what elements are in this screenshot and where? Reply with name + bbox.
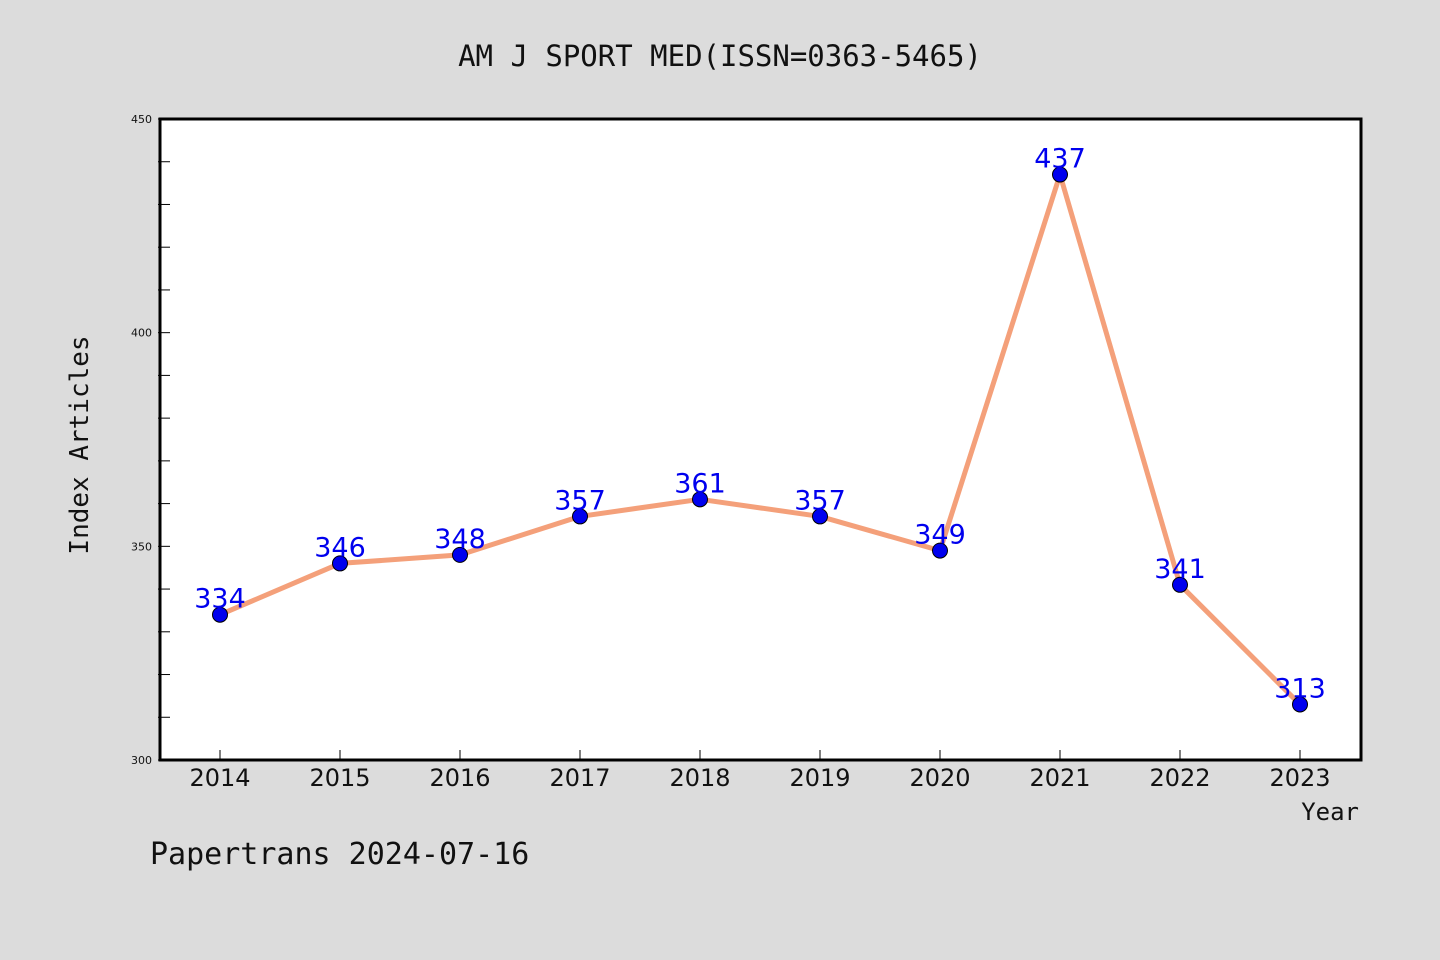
y-tick-label: 300 xyxy=(131,754,152,767)
x-tick-label: 2015 xyxy=(309,764,370,792)
data-point xyxy=(1172,576,1188,593)
data-point xyxy=(812,508,828,525)
x-axis-label: Year xyxy=(1301,798,1359,826)
x-tick-label: 2023 xyxy=(1269,764,1330,792)
data-label: 334 xyxy=(194,584,246,615)
data-point xyxy=(1292,696,1308,713)
y-tick-label: 350 xyxy=(131,540,152,553)
data-label: 361 xyxy=(674,468,726,499)
plot-area xyxy=(160,119,1361,760)
data-label: 313 xyxy=(1274,673,1326,704)
data-label: 348 xyxy=(434,524,486,555)
data-label: 341 xyxy=(1154,554,1206,585)
x-tick-label: 2022 xyxy=(1149,764,1210,792)
x-tick-label: 2018 xyxy=(669,764,730,792)
x-tick-label: 2014 xyxy=(189,764,250,792)
chart-title: AM J SPORT MED(ISSN=0363-5465) xyxy=(458,39,982,73)
data-labels: 334 346 348 357 361 357 349 437 341 313 xyxy=(194,144,1326,705)
y-tick-label: 400 xyxy=(131,327,152,340)
data-label: 346 xyxy=(314,532,366,563)
data-label: 357 xyxy=(554,485,606,516)
data-point xyxy=(1052,166,1068,183)
x-tick-label: 2016 xyxy=(429,764,490,792)
data-point xyxy=(332,555,348,572)
y-axis-label: Index Articles xyxy=(65,335,95,554)
series-markers xyxy=(212,166,1308,713)
plot-border xyxy=(158,117,1363,762)
data-point xyxy=(212,606,228,623)
x-tick-label: 2020 xyxy=(909,764,970,792)
x-tick-label: 2017 xyxy=(549,764,610,792)
x-tick-label: 2021 xyxy=(1029,764,1090,792)
x-tick-label: 2019 xyxy=(789,764,850,792)
x-tick-labels: 2014 2015 2016 2017 2018 2019 2020 2021 2022 2023 xyxy=(189,764,1330,792)
data-label: 357 xyxy=(794,485,846,516)
data-point xyxy=(572,508,588,525)
data-point xyxy=(932,542,948,559)
y-tick-label: 450 xyxy=(131,113,152,126)
y-tick-labels: 300 350 400 450 xyxy=(131,113,152,767)
footer-credit: Papertrans 2024-07-16 xyxy=(150,837,529,872)
data-point xyxy=(452,546,468,563)
data-label: 437 xyxy=(1034,144,1086,175)
data-label: 349 xyxy=(914,520,966,551)
x-ticks xyxy=(219,750,1301,760)
data-point xyxy=(692,491,708,508)
series-line xyxy=(219,172,1302,707)
